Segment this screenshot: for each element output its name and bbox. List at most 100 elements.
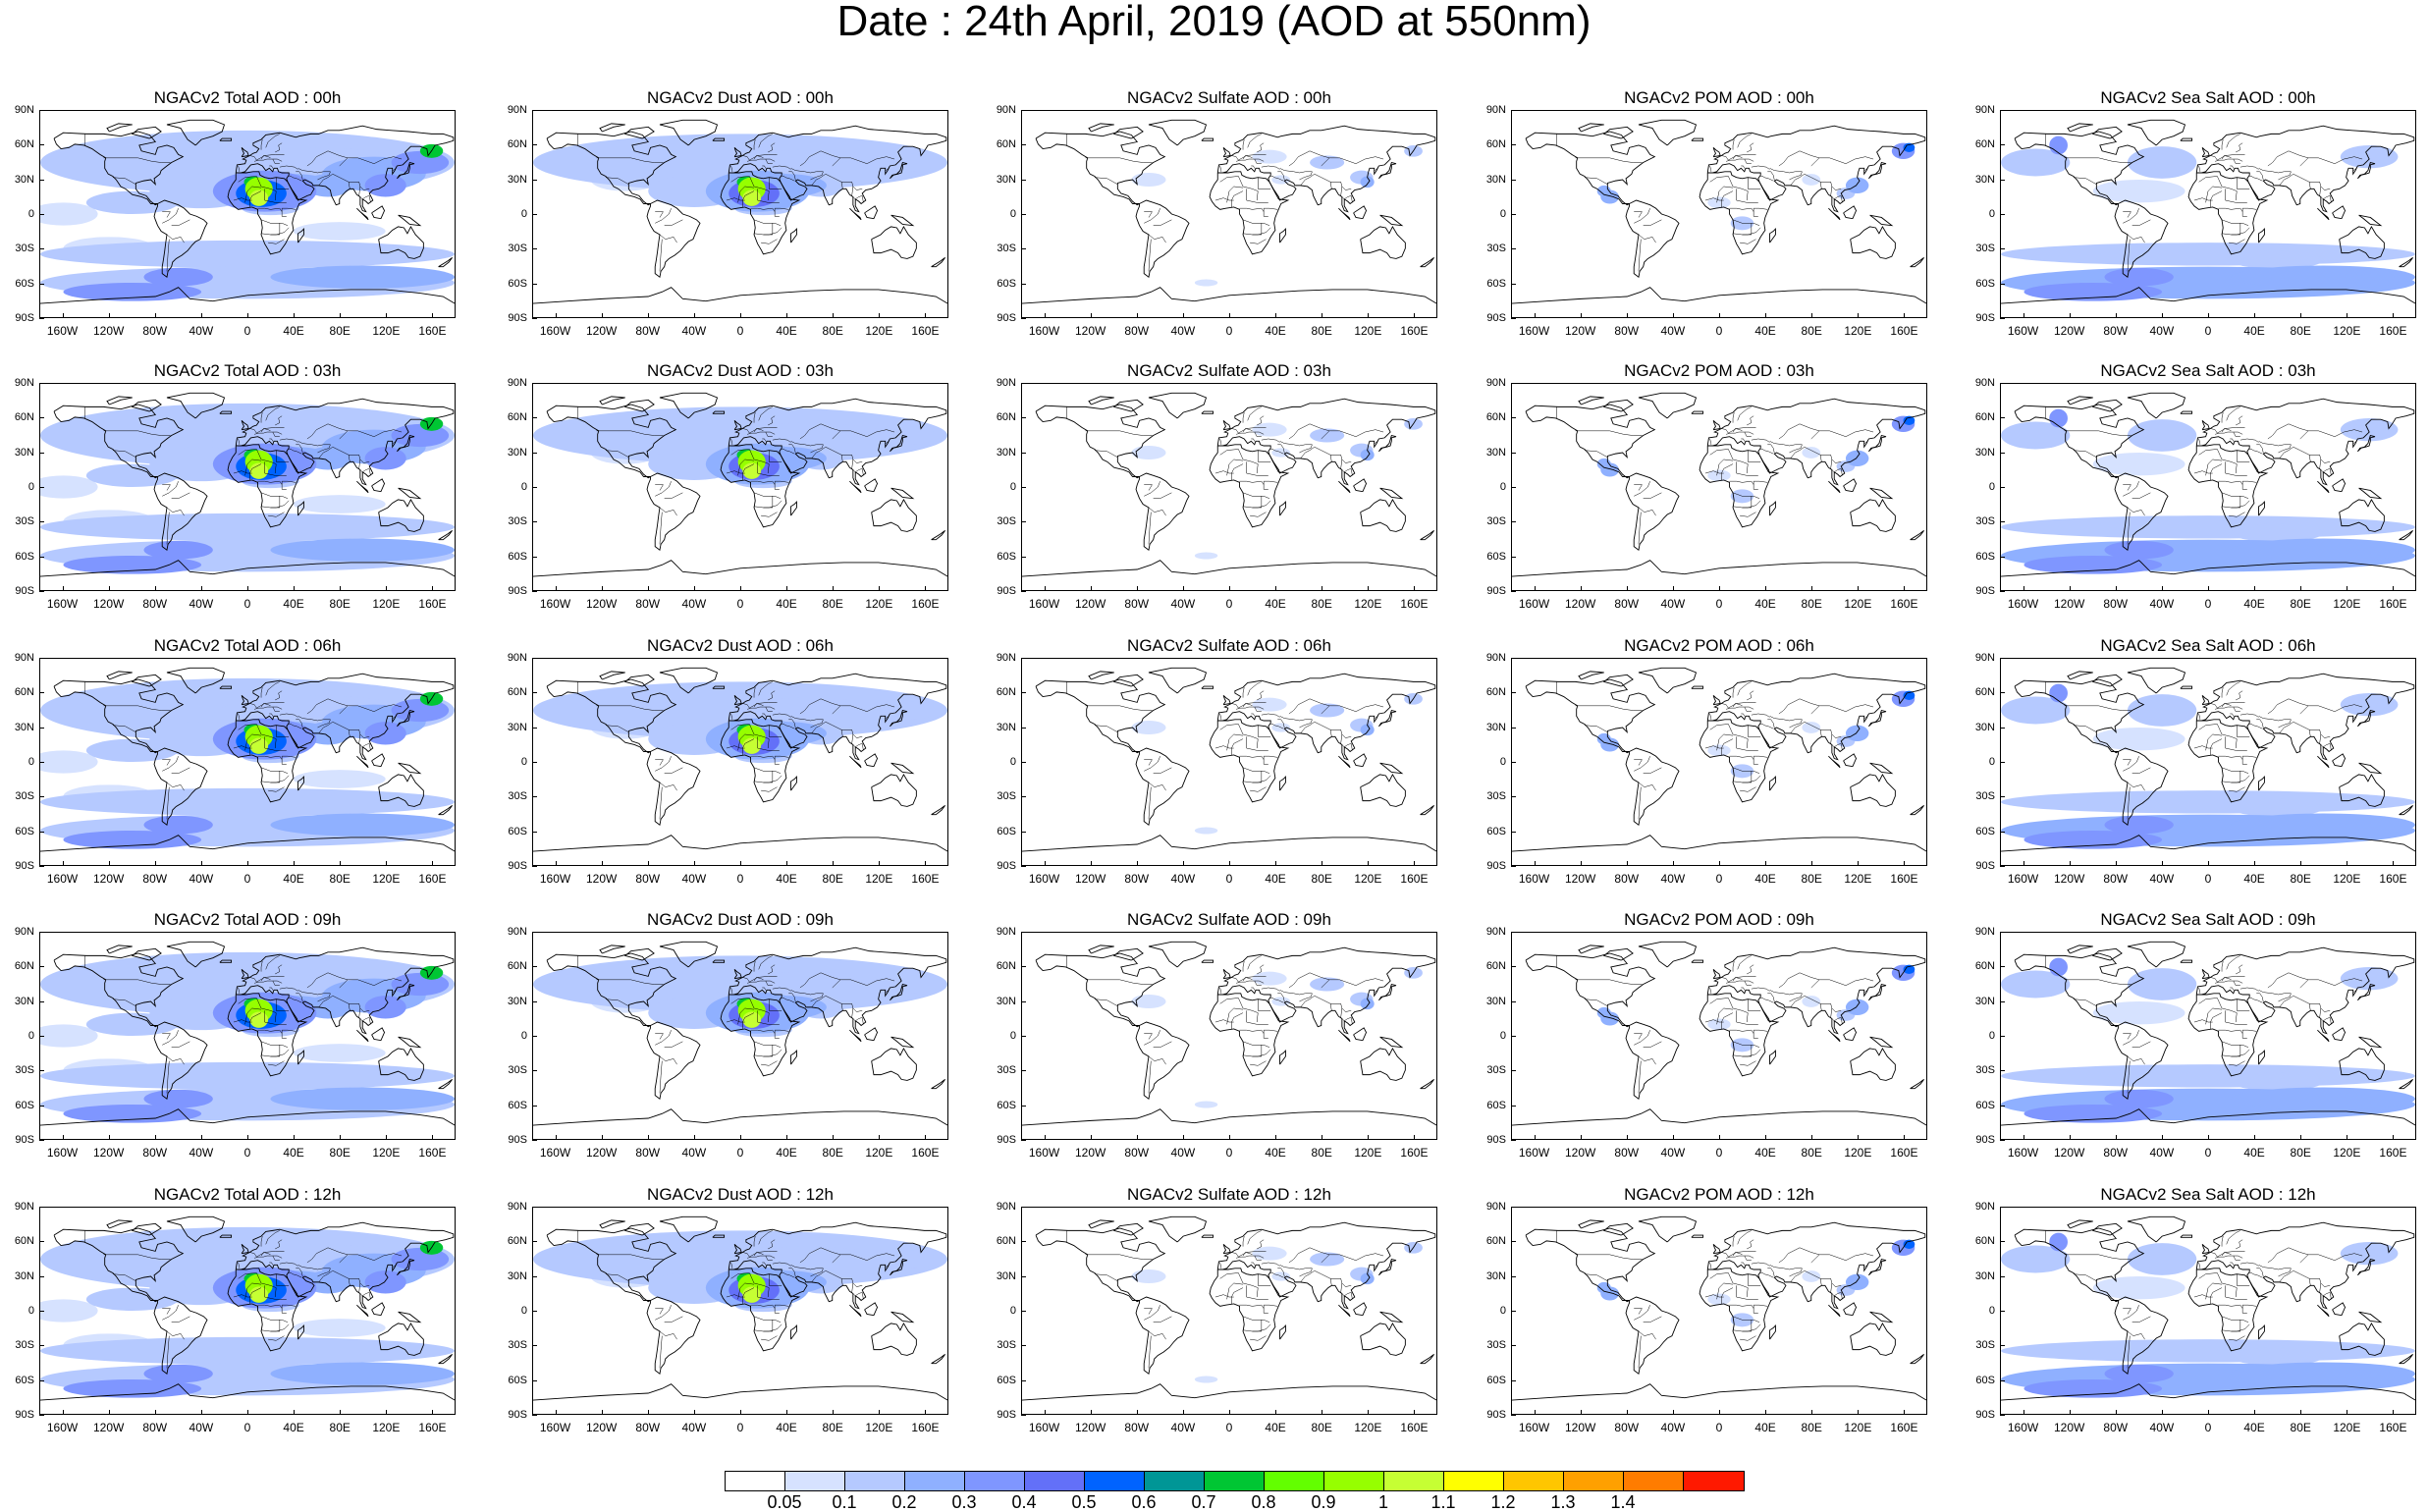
country-border [730, 449, 770, 474]
country-border [260, 1316, 289, 1323]
map-frame [2000, 658, 2416, 866]
lon-tick [1136, 586, 1138, 591]
coastline [398, 1311, 422, 1323]
coastline [728, 946, 947, 1035]
coastline [871, 1047, 917, 1081]
country-border [317, 719, 331, 729]
lon-tick [601, 1410, 603, 1415]
coastline [1525, 952, 1656, 1028]
lon-tick [2069, 861, 2071, 866]
country-border [1747, 415, 1754, 426]
lon-tick-label: 80W [142, 324, 168, 338]
aod-region [2340, 967, 2399, 991]
aod-region [2001, 1339, 2415, 1363]
map-panel: NGACv2 Sea Salt AOD : 00h 90N 60N 30N 0 30S 60… [1975, 88, 2416, 355]
aod-region [832, 981, 902, 1004]
figure-title: Date : 24th April, 2019 (AOD at 550nm) [836, 0, 1592, 45]
lon-tick-label: 80E [1311, 1421, 1332, 1434]
lat-tick-label: 60N [996, 1235, 1016, 1248]
country-border [1790, 173, 1805, 187]
lon-tick [1765, 1410, 1767, 1415]
lon-tick-label: 40W [1660, 1421, 1686, 1434]
lat-tick [1511, 966, 1516, 968]
aod-map [1022, 1215, 1436, 1401]
lat-tick [1511, 692, 1516, 694]
country-border [171, 767, 190, 774]
coastline [733, 695, 742, 706]
lon-tick [1534, 1135, 1536, 1140]
coastline [728, 1221, 947, 1310]
country-border [1709, 176, 1749, 201]
lon-tick-label: 40E [776, 324, 797, 338]
lat-tick-label: 60N [996, 138, 1016, 151]
country-border [238, 1272, 277, 1298]
lat-tick-label: 60N [1974, 686, 1995, 699]
lon-tick [1090, 861, 1092, 866]
lon-tick [1229, 313, 1230, 318]
aod-map [1022, 667, 1436, 852]
lon-tick-label: 120W [585, 324, 618, 338]
country-border [2123, 1305, 2139, 1321]
lat-tick [39, 658, 44, 659]
country-border [2293, 995, 2331, 1012]
country-border [1748, 177, 1761, 189]
country-border [1769, 1265, 1803, 1270]
colorbar-label: 1.3 [1550, 1492, 1576, 1512]
lon-tick [2023, 1135, 2024, 1140]
lon-tick-label: 160E [911, 1421, 940, 1434]
country-border [1634, 756, 1650, 772]
country-border [103, 705, 171, 711]
coastline [712, 685, 726, 689]
country-border [737, 1282, 755, 1300]
country-border [1144, 1308, 1153, 1315]
lat-tick-label: 0 [1499, 481, 1506, 493]
lat-tick [1511, 248, 1516, 250]
lat-tick [1511, 383, 1516, 384]
country-border [664, 1041, 683, 1048]
country-border [1638, 234, 1656, 243]
country-border [392, 165, 398, 171]
coastline [623, 1222, 655, 1236]
country-border [810, 444, 824, 454]
country-border [332, 721, 370, 738]
lon-tick [1136, 861, 1138, 866]
country-border [2131, 767, 2151, 774]
lon-tick [647, 313, 649, 318]
country-border [2127, 512, 2131, 545]
lat-tick-label: 60N [507, 138, 527, 151]
country-border [1721, 976, 1756, 983]
country-border [249, 427, 285, 434]
lat-tick [39, 318, 44, 319]
country-border [1277, 171, 1285, 181]
country-border [1340, 1007, 1353, 1025]
coastline [1602, 947, 1634, 961]
map-panel: NGACv2 POM AOD : 09h 90N 60N 30N 0 30S 60S 90S 1… [1486, 910, 1927, 1177]
coastline [1712, 420, 1721, 431]
lon-tick-label: 0 [1225, 872, 1233, 886]
lat-tick [2000, 831, 2005, 833]
lon-tick [1275, 1135, 1277, 1140]
coastline [890, 434, 908, 453]
coastline [2399, 257, 2413, 268]
coastline [378, 1322, 424, 1356]
lon-tick [432, 313, 434, 318]
coastline [1525, 1227, 1656, 1303]
lat-tick-label: 90N [14, 926, 34, 938]
country-border [1732, 139, 1735, 150]
country-border [758, 1230, 773, 1245]
lat-tick-label: 0 [520, 1030, 527, 1042]
country-border [1737, 1230, 1752, 1245]
country-border [2239, 713, 2259, 718]
coastline [1706, 125, 1926, 213]
lon-tick-label: 80E [822, 597, 843, 611]
lat-tick-label: 30S [997, 1339, 1016, 1352]
aod-map [1022, 119, 1436, 304]
lat-tick [39, 110, 44, 111]
lon-tick [200, 861, 202, 866]
coastline [1712, 969, 1721, 980]
lat-tick-label: 90S [508, 312, 527, 324]
coastline [1769, 1324, 1776, 1340]
panel-title: NGACv2 Dust AOD : 00h [647, 88, 834, 107]
country-border [788, 444, 796, 454]
aod-region [40, 202, 98, 226]
